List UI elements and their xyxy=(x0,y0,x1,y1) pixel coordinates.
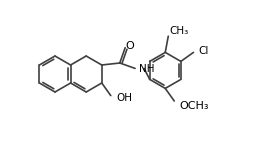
Text: O: O xyxy=(126,41,135,51)
Text: CH₃: CH₃ xyxy=(169,26,188,36)
Text: OH: OH xyxy=(117,93,133,103)
Text: NH: NH xyxy=(139,64,154,74)
Text: OCH₃: OCH₃ xyxy=(179,101,209,111)
Text: Cl: Cl xyxy=(199,46,209,56)
